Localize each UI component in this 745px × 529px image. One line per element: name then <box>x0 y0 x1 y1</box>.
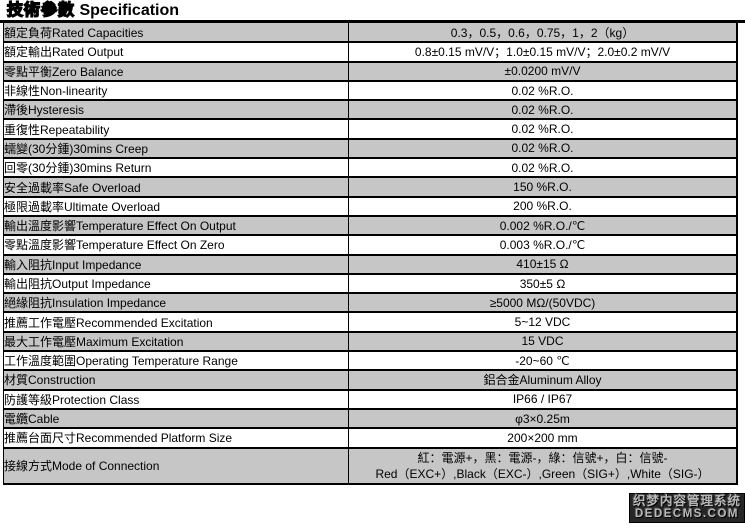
spec-value: 0.002 %R.O./℃ <box>348 214 738 237</box>
spec-value: 350±5 Ω <box>348 272 738 295</box>
spec-value: 5~12 VDC <box>348 311 738 333</box>
table-row: 工作溫度範圍Operating Temperature Range -20~60 … <box>3 350 738 372</box>
spec-label: 材質Construction <box>3 369 349 391</box>
specification-table: 額定負荷Rated Capacities 0.3，0.5，0.6，0.75，1，2… <box>3 23 738 485</box>
spec-value: 410±15 Ω <box>348 253 738 275</box>
spec-value-line2: Red（EXC+）,Black（EXC-）,Green（SIG+）,White（… <box>375 466 710 481</box>
spec-label: 重復性Repeatability <box>3 118 349 140</box>
spec-label: 安全過載率Safe Overload <box>3 176 349 198</box>
spec-label: 輸出溫度影響Temperature Effect On Output <box>3 214 349 237</box>
spec-label: 絕緣阻抗Insulation Impedance <box>3 292 349 314</box>
page-title: 技術參數 Specification <box>0 0 745 19</box>
spec-value: ±0.0200 mV/V <box>348 60 738 82</box>
spec-value: 0.02 %R.O. <box>348 99 738 121</box>
table-row: 額定負荷Rated Capacities 0.3，0.5，0.6，0.75，1，2… <box>3 23 738 44</box>
table-row: 輸出阻抗Output Impedance 350±5 Ω <box>3 272 738 295</box>
spec-label: 零點溫度影響Temperature Effect On Zero <box>3 234 349 256</box>
spec-label: 滯後Hysteresis <box>3 99 349 121</box>
spec-label: 極限過載率Ultimate Overload <box>3 195 349 217</box>
table-row: 零點平衡Zero Balance ±0.0200 mV/V <box>3 60 738 82</box>
spec-label: 工作溫度範圍Operating Temperature Range <box>3 350 349 372</box>
spec-value-line1: 紅：電源+，黑：電源-，綠：信號+，白：信號- <box>417 450 668 465</box>
table-row: 額定輸出Rated Output 0.8±0.15 mV/V；1.0±0.15 m… <box>3 41 738 63</box>
table-row: 極限過載率Ultimate Overload 200 %R.O. <box>3 195 738 217</box>
spec-value: 0.3，0.5，0.6，0.75，1，2（kg） <box>348 23 738 44</box>
spec-label: 最大工作電壓Maximum Excitation <box>3 330 349 353</box>
spec-value: φ3×0.25m <box>348 407 738 430</box>
spec-label: 推薦台面尺寸Recommended Platform Size <box>3 427 349 449</box>
title-underline <box>0 20 745 23</box>
dedecms-watermark: 织梦内容管理系统 DEDECMS.COM <box>628 493 745 523</box>
spec-value: 0.02 %R.O. <box>348 157 738 179</box>
watermark-chinese: 织梦内容管理系统 <box>632 494 741 508</box>
table-row: 零點溫度影響Temperature Effect On Zero 0.003 %R… <box>3 234 738 256</box>
spec-value: 紅：電源+，黑：電源-，綠：信號+，白：信號- Red（EXC+）,Black（E… <box>348 446 738 485</box>
table-row: 非線性Non-linearity 0.02 %R.O. <box>3 79 738 102</box>
spec-label: 額定負荷Rated Capacities <box>3 23 349 44</box>
table-row: 電纜Cable φ3×0.25m <box>3 407 738 430</box>
table-row: 材質Construction 鋁合金Aluminum Alloy <box>3 369 738 391</box>
spec-label: 額定輸出Rated Output <box>3 41 349 63</box>
spec-label: 零點平衡Zero Balance <box>3 60 349 82</box>
spec-value: IP66 / IP67 <box>348 388 738 410</box>
spec-value: 0.02 %R.O. <box>348 137 738 160</box>
table-row: 重復性Repeatability 0.02 %R.O. <box>3 118 738 140</box>
spec-value: 0.8±0.15 mV/V；1.0±0.15 mV/V；2.0±0.2 mV/V <box>348 41 738 63</box>
spec-value: 150 %R.O. <box>348 176 738 198</box>
spec-value: 15 VDC <box>348 330 738 353</box>
table-row: 安全過載率Safe Overload 150 %R.O. <box>3 176 738 198</box>
table-row: 輸入阻抗Input Impedance 410±15 Ω <box>3 253 738 275</box>
spec-label: 回零(30分鍾)30mins Return <box>3 157 349 179</box>
table-row: 滯後Hysteresis 0.02 %R.O. <box>3 99 738 121</box>
spec-label: 輸入阻抗Input Impedance <box>3 253 349 275</box>
spec-value: 鋁合金Aluminum Alloy <box>348 369 738 391</box>
spec-value: 200×200 mm <box>348 427 738 449</box>
page-title-chinese: 技術參數 <box>6 1 76 19</box>
table-row: 蠕變(30分鍾)30mins Creep 0.02 %R.O. <box>3 137 738 160</box>
table-row: 接線方式Mode of Connection 紅：電源+，黑：電源-，綠：信號+，… <box>3 446 738 485</box>
spec-value: 0.02 %R.O. <box>348 79 738 102</box>
spec-label: 輸出阻抗Output Impedance <box>3 272 349 295</box>
table-row: 推薦台面尺寸Recommended Platform Size 200×200 m… <box>3 427 738 449</box>
spec-label: 推薦工作電壓Recommended Excitation <box>3 311 349 333</box>
table-row: 輸出溫度影響Temperature Effect On Output 0.002 … <box>3 214 738 237</box>
table-row: 回零(30分鍾)30mins Return 0.02 %R.O. <box>3 157 738 179</box>
spec-label: 防護等級Protection Class <box>3 388 349 410</box>
spec-label: 接線方式Mode of Connection <box>3 446 349 485</box>
spec-label: 非線性Non-linearity <box>3 79 349 102</box>
table-row: 防護等級Protection Class IP66 / IP67 <box>3 388 738 410</box>
spec-label: 蠕變(30分鍾)30mins Creep <box>3 137 349 160</box>
spec-label: 電纜Cable <box>3 407 349 430</box>
spec-value: -20~60 ℃ <box>348 350 738 372</box>
spec-value: 0.02 %R.O. <box>348 118 738 140</box>
spec-value: 0.003 %R.O./℃ <box>348 234 738 256</box>
table-row: 最大工作電壓Maximum Excitation 15 VDC <box>3 330 738 353</box>
spec-value: ≥5000 MΩ/(50VDC) <box>348 292 738 314</box>
page-title-english: Specification <box>79 2 180 19</box>
table-row: 推薦工作電壓Recommended Excitation 5~12 VDC <box>3 311 738 333</box>
spec-value: 200 %R.O. <box>348 195 738 217</box>
table-row: 絕緣阻抗Insulation Impedance ≥5000 MΩ/(50VDC) <box>3 292 738 314</box>
watermark-url: DEDECMS.COM <box>634 508 739 520</box>
